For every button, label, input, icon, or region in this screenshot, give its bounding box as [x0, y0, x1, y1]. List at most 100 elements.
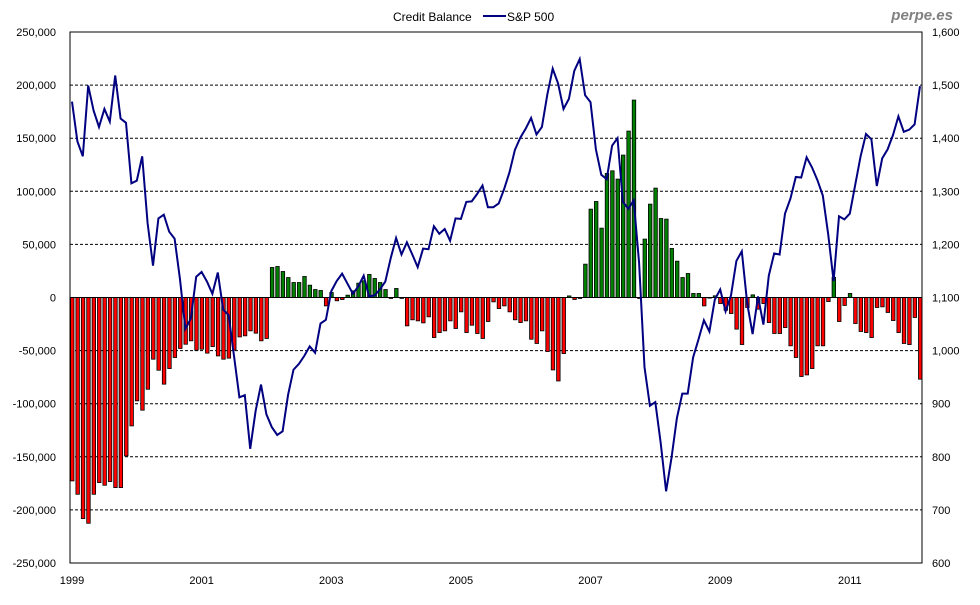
credit-balance-bar [604, 173, 610, 298]
credit-balance-bar [918, 297, 923, 380]
x-tick-label: 2001 [189, 575, 213, 587]
right-tick-label: 900 [932, 399, 950, 411]
right-tick-label: 1,500 [932, 80, 960, 92]
credit-balance-bar [194, 297, 199, 351]
right-tick-label: 1,400 [932, 133, 960, 145]
credit-balance-bar [658, 218, 664, 298]
credit-balance-bar [880, 297, 885, 308]
credit-balance-bar [507, 297, 512, 313]
left-tick-label: 100,000 [16, 186, 56, 198]
credit-balance-bar [561, 297, 566, 354]
credit-balance-bar [167, 297, 172, 369]
credit-balance-bar [777, 297, 782, 334]
credit-balance-bar [766, 297, 772, 323]
x-tick-label: 1999 [60, 575, 84, 587]
credit-balance-bar [291, 282, 296, 298]
credit-balance-bar [675, 260, 680, 298]
right-tick-label: 800 [932, 452, 950, 464]
credit-balance-bars [70, 99, 923, 524]
credit-balance-bar [680, 277, 685, 298]
left-tick-label: -200,000 [13, 505, 56, 517]
credit-balance-bar [286, 277, 291, 298]
credit-balance-bar [491, 297, 496, 303]
sp500-line [71, 55, 921, 492]
left-tick-label: 50,000 [22, 239, 56, 251]
credit-balance-bar [523, 297, 529, 322]
credit-balance-bar [215, 297, 221, 357]
credit-balance-bar [70, 297, 75, 482]
credit-balance-bar [118, 297, 124, 488]
credit-balance-bar [383, 289, 388, 298]
left-tick-label: 150,000 [16, 133, 56, 145]
credit-balance-bar [296, 282, 302, 298]
credit-balance-bar [815, 297, 820, 347]
credit-balance-bar [259, 297, 264, 342]
credit-balance-bar [264, 297, 269, 339]
credit-balance-bar [891, 297, 896, 321]
credit-balance-bar [178, 297, 183, 349]
credit-balance-bar [550, 297, 556, 371]
credit-balance-bar [702, 297, 707, 307]
credit-balance-bar [583, 263, 588, 298]
credit-balance-bar [269, 267, 275, 298]
x-tick-label: 2005 [449, 575, 473, 587]
credit-balance-bar [626, 130, 631, 298]
right-tick-label: 1,100 [932, 293, 960, 305]
credit-balance-bar [97, 297, 102, 484]
credit-balance-bar [248, 297, 253, 332]
credit-balance-bar [853, 297, 858, 324]
credit-balance-bar [669, 248, 674, 298]
x-axis-ticks: 1999 2001 2003 2005 2007 2009 2011 [60, 575, 862, 587]
credit-balance-bar [404, 297, 410, 327]
x-tick-label: 2009 [708, 575, 732, 587]
credit-balance-bar [464, 297, 469, 333]
credit-balance-bar [799, 297, 804, 377]
credit-balance-bar [91, 297, 97, 495]
left-tick-label: -250,000 [13, 558, 56, 570]
credit-balance-bar [739, 297, 745, 345]
credit-balance-bar [837, 297, 842, 322]
right-tick-label: 1,200 [932, 239, 960, 251]
credit-balance-bar [864, 297, 869, 333]
right-tick-label: 1,600 [932, 27, 960, 39]
credit-balance-bar [615, 178, 620, 298]
credit-balance-bar [545, 297, 550, 352]
credit-balance-bar [145, 297, 151, 390]
credit-balance-bar [448, 297, 453, 322]
watermark: perpe.es [890, 7, 953, 24]
credit-balance-bar [804, 297, 809, 376]
credit-balance-bar [458, 297, 464, 313]
credit-balance-bar [205, 297, 210, 354]
credit-balance-bar [210, 297, 215, 347]
credit-balance-bar [156, 297, 161, 371]
credit-balance-bar [323, 297, 329, 307]
credit-balance-bar [642, 238, 647, 298]
x-tick-label: 2007 [578, 575, 602, 587]
credit-balance-bar [783, 297, 788, 328]
left-axis-ticks: 250,000 200,000 150,000 100,000 50,000 0 -50,0… [13, 27, 56, 570]
credit-balance-bar [318, 290, 323, 298]
credit-balance-bar [518, 297, 523, 323]
credit-balance-bar [556, 297, 561, 382]
gridlines [70, 84, 922, 511]
credit-balance-bar [113, 297, 118, 488]
credit-balance-bar [513, 297, 518, 321]
credit-balance-bar [302, 276, 307, 298]
credit-balance-bar [242, 297, 248, 337]
credit-balance-bar [912, 297, 917, 318]
credit-balance-bar [869, 297, 874, 338]
left-tick-label: 200,000 [16, 80, 56, 92]
credit-balance-bar [437, 297, 442, 333]
left-tick-label: -150,000 [13, 452, 56, 464]
credit-balance-bar [426, 297, 431, 318]
right-tick-label: 1,000 [932, 346, 960, 358]
credit-balance-bar [86, 297, 91, 524]
credit-balance-bar [394, 288, 399, 298]
credit-balance-bar [594, 201, 599, 298]
credit-balance-bar [485, 297, 491, 322]
left-tick-label: -50,000 [19, 346, 56, 358]
credit-balance-bar [896, 297, 901, 333]
credit-balance-bar [275, 266, 280, 298]
credit-balance-bar [842, 297, 847, 306]
